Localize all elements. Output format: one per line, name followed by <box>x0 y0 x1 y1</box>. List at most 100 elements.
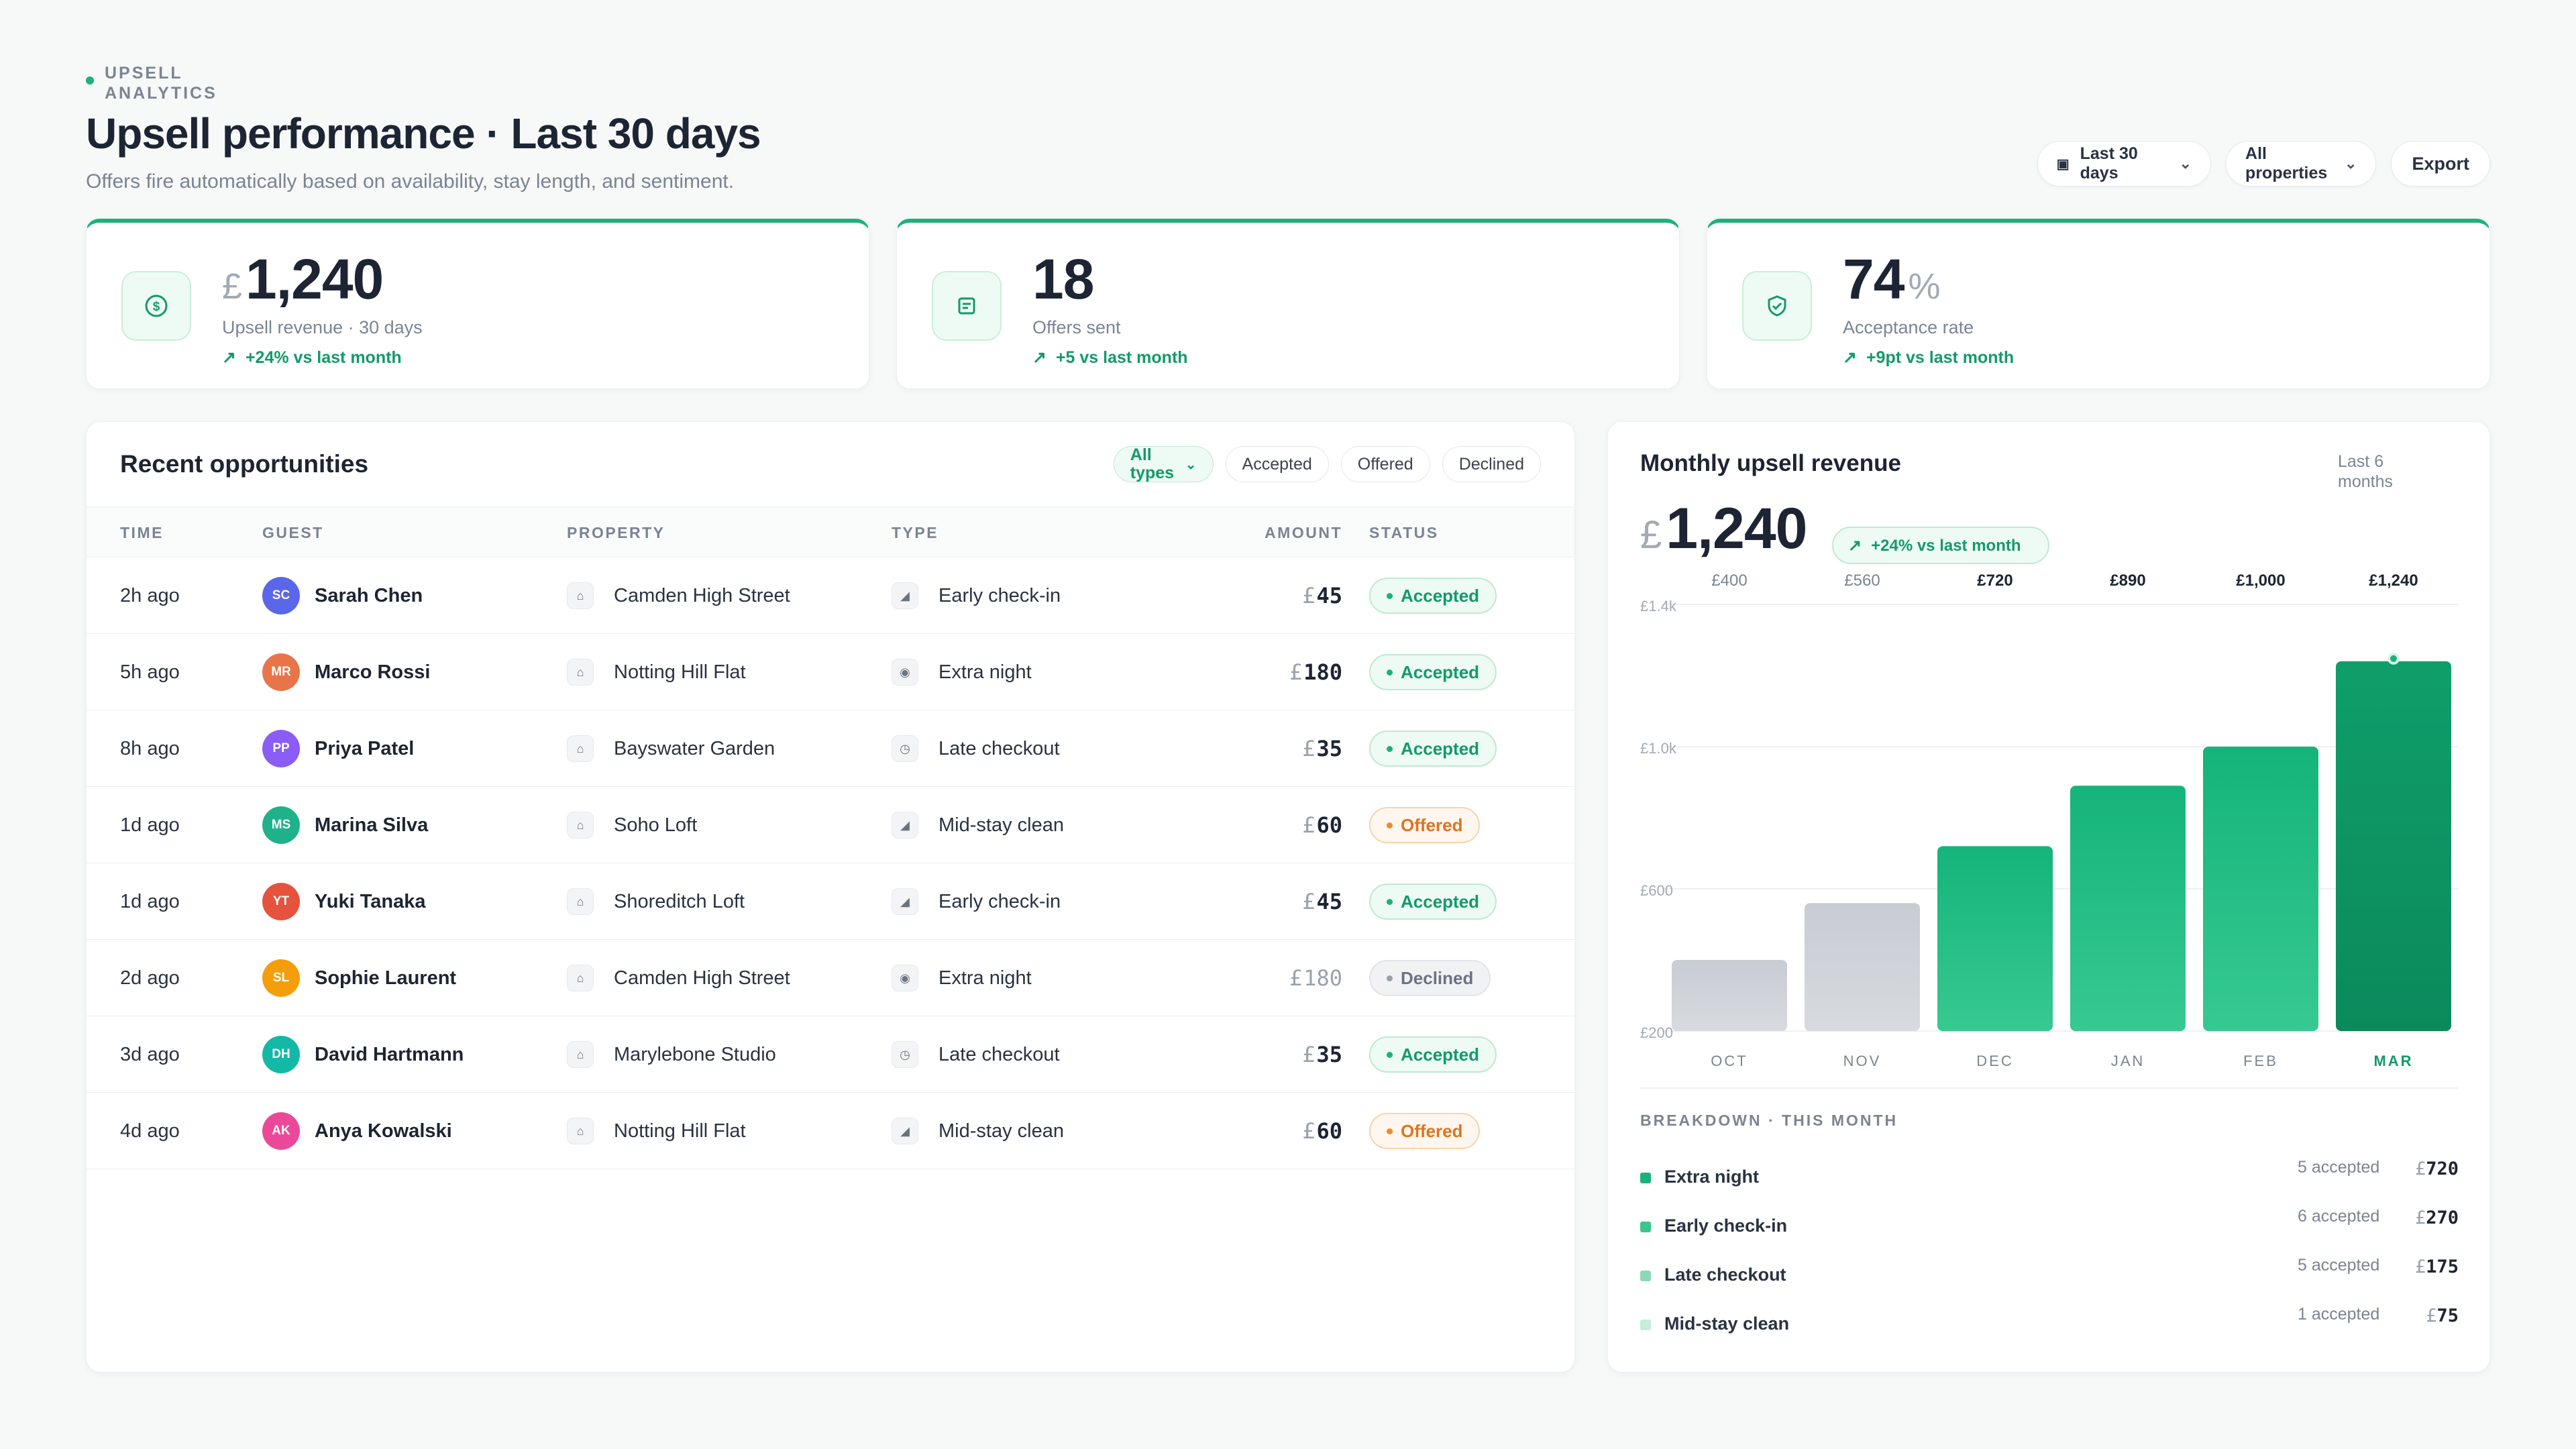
page-title: Upsell performance · Last 30 days <box>86 109 761 158</box>
y-tick-label: £200 <box>1640 1024 1673 1041</box>
breakdown-count: 6 accepted <box>2298 1207 2380 1226</box>
property-name: Bayswater Garden <box>614 737 775 759</box>
breakdown-name: Early check-in <box>1664 1216 1788 1236</box>
table-row[interactable]: 3d ago DH David Hartmann ⌂ Marylebone Studio… <box>87 1016 1574 1093</box>
revenue-bar-chart: £200 £600 £1.0k £1.4k £400 OCT £560 NOV £720 DEC £… <box>1640 572 2459 1069</box>
filter-offered[interactable]: Offered <box>1340 446 1430 482</box>
breakdown-count: 5 accepted <box>2298 1158 2380 1177</box>
table-row[interactable]: 1d ago YT Yuki Tanaka ⌂ Shoreditch Loft ◢ Earl… <box>87 863 1574 940</box>
bar-value-label: £890 <box>2110 572 2145 590</box>
guest-name[interactable]: Marco Rossi <box>315 661 431 683</box>
table-row[interactable]: 8h ago PP Priya Patel ⌂ Bayswater Garden ◷ Lat… <box>87 710 1574 787</box>
guest-name[interactable]: Sarah Chen <box>315 584 423 606</box>
filter-accepted[interactable]: Accepted <box>1225 446 1329 482</box>
table-header: TIME GUEST PROPERTY TYPE AMOUNT STATUS <box>87 506 1574 557</box>
revenue-panel: Monthly upsell revenue Last 6 months £ 1… <box>1607 421 2490 1373</box>
filter-all-types[interactable]: All types ⌄ <box>1113 445 1214 482</box>
table-row[interactable]: 4d ago AK Anya Kowalski ⌂ Notting Hill Flat ◢… <box>87 1093 1574 1169</box>
guest-name[interactable]: Priya Patel <box>315 737 415 759</box>
upsell-type: Extra night <box>938 661 1032 683</box>
breakdown-count: 1 accepted <box>2298 1305 2380 1324</box>
breakdown-name: Mid-stay clean <box>1664 1313 1790 1334</box>
home-icon: ⌂ <box>567 965 594 991</box>
type-cell: ◢ Mid-stay clean <box>892 1093 1064 1169</box>
period-select-label: Last 30 days <box>2080 144 2138 182</box>
status-badge: Accepted <box>1369 578 1497 614</box>
amount-cell: £35 <box>1302 710 1342 787</box>
property-cell: ⌂ Camden High Street <box>567 940 790 1016</box>
svg-text:$: $ <box>153 300 160 314</box>
breakdown-amount: £720 <box>2415 1159 2459 1179</box>
column-header[interactable]: TIME <box>120 524 164 541</box>
status-dot <box>1387 898 1393 905</box>
status-cell: Accepted <box>1369 1016 1497 1093</box>
status-badge: Declined <box>1369 960 1491 996</box>
row-time: 8h ago <box>120 737 180 759</box>
table-row[interactable]: 5h ago MR Marco Rossi ⌂ Notting Hill Flat ◉ Ex… <box>87 634 1574 710</box>
guest-name[interactable]: Sophie Laurent <box>315 967 457 989</box>
revenue-delta: +24% vs last month <box>1871 536 2021 555</box>
currency-symbol: £ <box>1302 1042 1316 1067</box>
row-time: 2h ago <box>120 584 180 606</box>
column-header[interactable]: STATUS <box>1369 524 1439 541</box>
status-dot <box>1387 975 1393 981</box>
legend-swatch <box>1640 1173 1651 1183</box>
status-badge: Accepted <box>1369 1036 1497 1073</box>
amount-value: 35 <box>1316 736 1342 761</box>
guest-cell: PP Priya Patel <box>262 710 414 787</box>
property-cell: ⌂ Marylebone Studio <box>567 1016 776 1093</box>
column-header[interactable]: GUEST <box>262 524 324 541</box>
column-header[interactable]: PROPERTY <box>567 524 665 541</box>
status-cell: Offered <box>1369 787 1481 863</box>
period-select[interactable]: ▣ Last 30 days ⌄ <box>2037 141 2212 186</box>
guest-name[interactable]: Yuki Tanaka <box>315 890 426 912</box>
column-header[interactable]: AMOUNT <box>1265 524 1342 541</box>
currency-symbol: £ <box>1289 965 1303 991</box>
amount-value: 60 <box>1316 812 1342 838</box>
kpi-card-revenue: $ £1,240 Upsell revenue · 30 days ↗ +24% … <box>86 219 869 389</box>
page-header: UPSELL ANALYTICS Upsell performance · La… <box>86 63 2490 193</box>
filter-label: All types <box>1130 445 1175 482</box>
upsell-type: Mid-stay clean <box>938 814 1064 836</box>
trend-up-icon: ↗ <box>1032 348 1046 367</box>
panel-title: Monthly upsell revenue <box>1640 450 1901 476</box>
table-row[interactable]: 1d ago MS Marina Silva ⌂ Soho Loft ◢ Mid-stay … <box>87 787 1574 863</box>
status-cell: Accepted <box>1369 557 1497 634</box>
guest-cell: SC Sarah Chen <box>262 557 423 634</box>
guest-name[interactable]: David Hartmann <box>315 1043 464 1065</box>
filter-declined[interactable]: Declined <box>1442 446 1541 482</box>
upsell-type: Late checkout <box>938 737 1060 759</box>
amount-value: 180 <box>1303 659 1342 685</box>
kpi-label: Acceptance rate <box>1843 317 1974 337</box>
status-label: Accepted <box>1401 1044 1480 1065</box>
property-name: Camden High Street <box>614 584 790 606</box>
header-controls: ▣ Last 30 days ⌄ All properties ⌄ Export <box>2037 141 2490 186</box>
status-badge: Accepted <box>1369 654 1497 690</box>
x-tick-label: OCT <box>1711 1053 1748 1069</box>
home-icon: ⌂ <box>567 888 594 915</box>
avatar: PP <box>262 730 300 767</box>
table-row[interactable]: 2d ago SL Sophie Laurent ⌂ Camden High Stree… <box>87 940 1574 1016</box>
trend-up-icon: ↗ <box>1843 348 1857 367</box>
table-row[interactable]: 2h ago SC Sarah Chen ⌂ Camden High Street ◢ Ea… <box>87 557 1574 634</box>
property-name: Marylebone Studio <box>614 1043 776 1065</box>
status-badge: Accepted <box>1369 883 1497 920</box>
row-time: 1d ago <box>120 814 180 836</box>
export-button[interactable]: Export <box>2391 141 2490 186</box>
guest-name[interactable]: Anya Kowalski <box>315 1120 452 1142</box>
property-cell: ⌂ Notting Hill Flat <box>567 634 746 710</box>
amount-cell: £45 <box>1302 863 1342 940</box>
property-select[interactable]: All properties ⌄ <box>2226 141 2377 186</box>
column-header[interactable]: TYPE <box>892 524 939 541</box>
bar-value-label: £400 <box>1711 572 1747 590</box>
status-label: Offered <box>1401 814 1463 835</box>
breakdown-row: Early check-in 6 accepted £270 <box>1640 1206 2459 1253</box>
avatar: SL <box>262 959 300 997</box>
status-label: Accepted <box>1401 661 1480 682</box>
avatar: MS <box>262 806 300 844</box>
currency-symbol: £ <box>2414 1208 2426 1228</box>
guest-name[interactable]: Marina Silva <box>315 814 429 836</box>
property-cell: ⌂ Bayswater Garden <box>567 710 775 787</box>
amount-cell: £60 <box>1302 787 1342 863</box>
bar-mar <box>2336 661 2451 1031</box>
